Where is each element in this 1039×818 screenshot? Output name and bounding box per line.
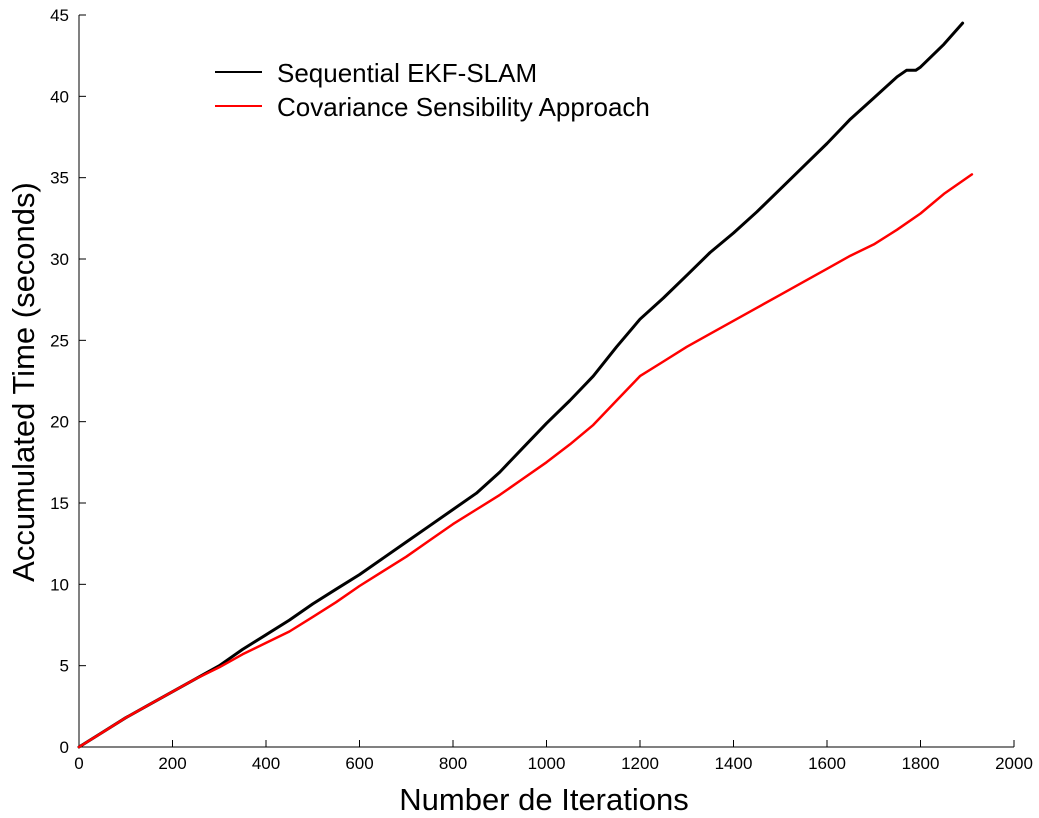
x-tick-label: 800 [439, 754, 467, 773]
x-tick-label: 200 [158, 754, 186, 773]
y-tick-label: 25 [50, 331, 69, 350]
y-axis-label: Accumulated Time (seconds) [6, 182, 41, 582]
y-tick-label: 15 [50, 494, 69, 513]
series-line-covariance-sensibility-approach [77, 173, 974, 749]
y-tick-label: 10 [50, 575, 69, 594]
x-axis-label: Number de Iterations [399, 782, 688, 817]
x-tick-label: 1400 [715, 754, 753, 773]
y-tick-label: 35 [50, 169, 69, 188]
legend-label-covariance-sensibility-approach: Covariance Sensibility Approach [277, 92, 650, 122]
x-tick-label: 1000 [528, 754, 566, 773]
series-line-sequential-ekf-slam [77, 21, 965, 749]
legend: Sequential EKF-SLAM Covariance Sensibili… [215, 58, 650, 122]
x-tick-label: 1600 [808, 754, 846, 773]
x-tick-label: 1800 [902, 754, 940, 773]
y-tick-label: 40 [50, 87, 69, 106]
x-tick-label: 400 [252, 754, 280, 773]
legend-label-sequential-ekf-slam: Sequential EKF-SLAM [277, 58, 537, 88]
x-tick-label: 1200 [621, 754, 659, 773]
y-tick-label: 20 [50, 413, 69, 432]
y-tick-label: 5 [60, 657, 69, 676]
axes [78, 15, 1014, 748]
x-tick-label: 0 [74, 754, 83, 773]
y-tick-label: 0 [60, 738, 69, 757]
x-tick-label: 2000 [995, 754, 1033, 773]
y-tick-label: 45 [50, 6, 69, 25]
y-axis-ticks: 0 5 10 15 20 25 30 35 40 45 [50, 6, 86, 757]
x-axis-ticks: 0 200 400 600 800 1000 1200 1400 1600 1800 2000 [74, 740, 1033, 773]
x-tick-label: 600 [345, 754, 373, 773]
series-layer [77, 21, 974, 749]
y-tick-label: 30 [50, 250, 69, 269]
